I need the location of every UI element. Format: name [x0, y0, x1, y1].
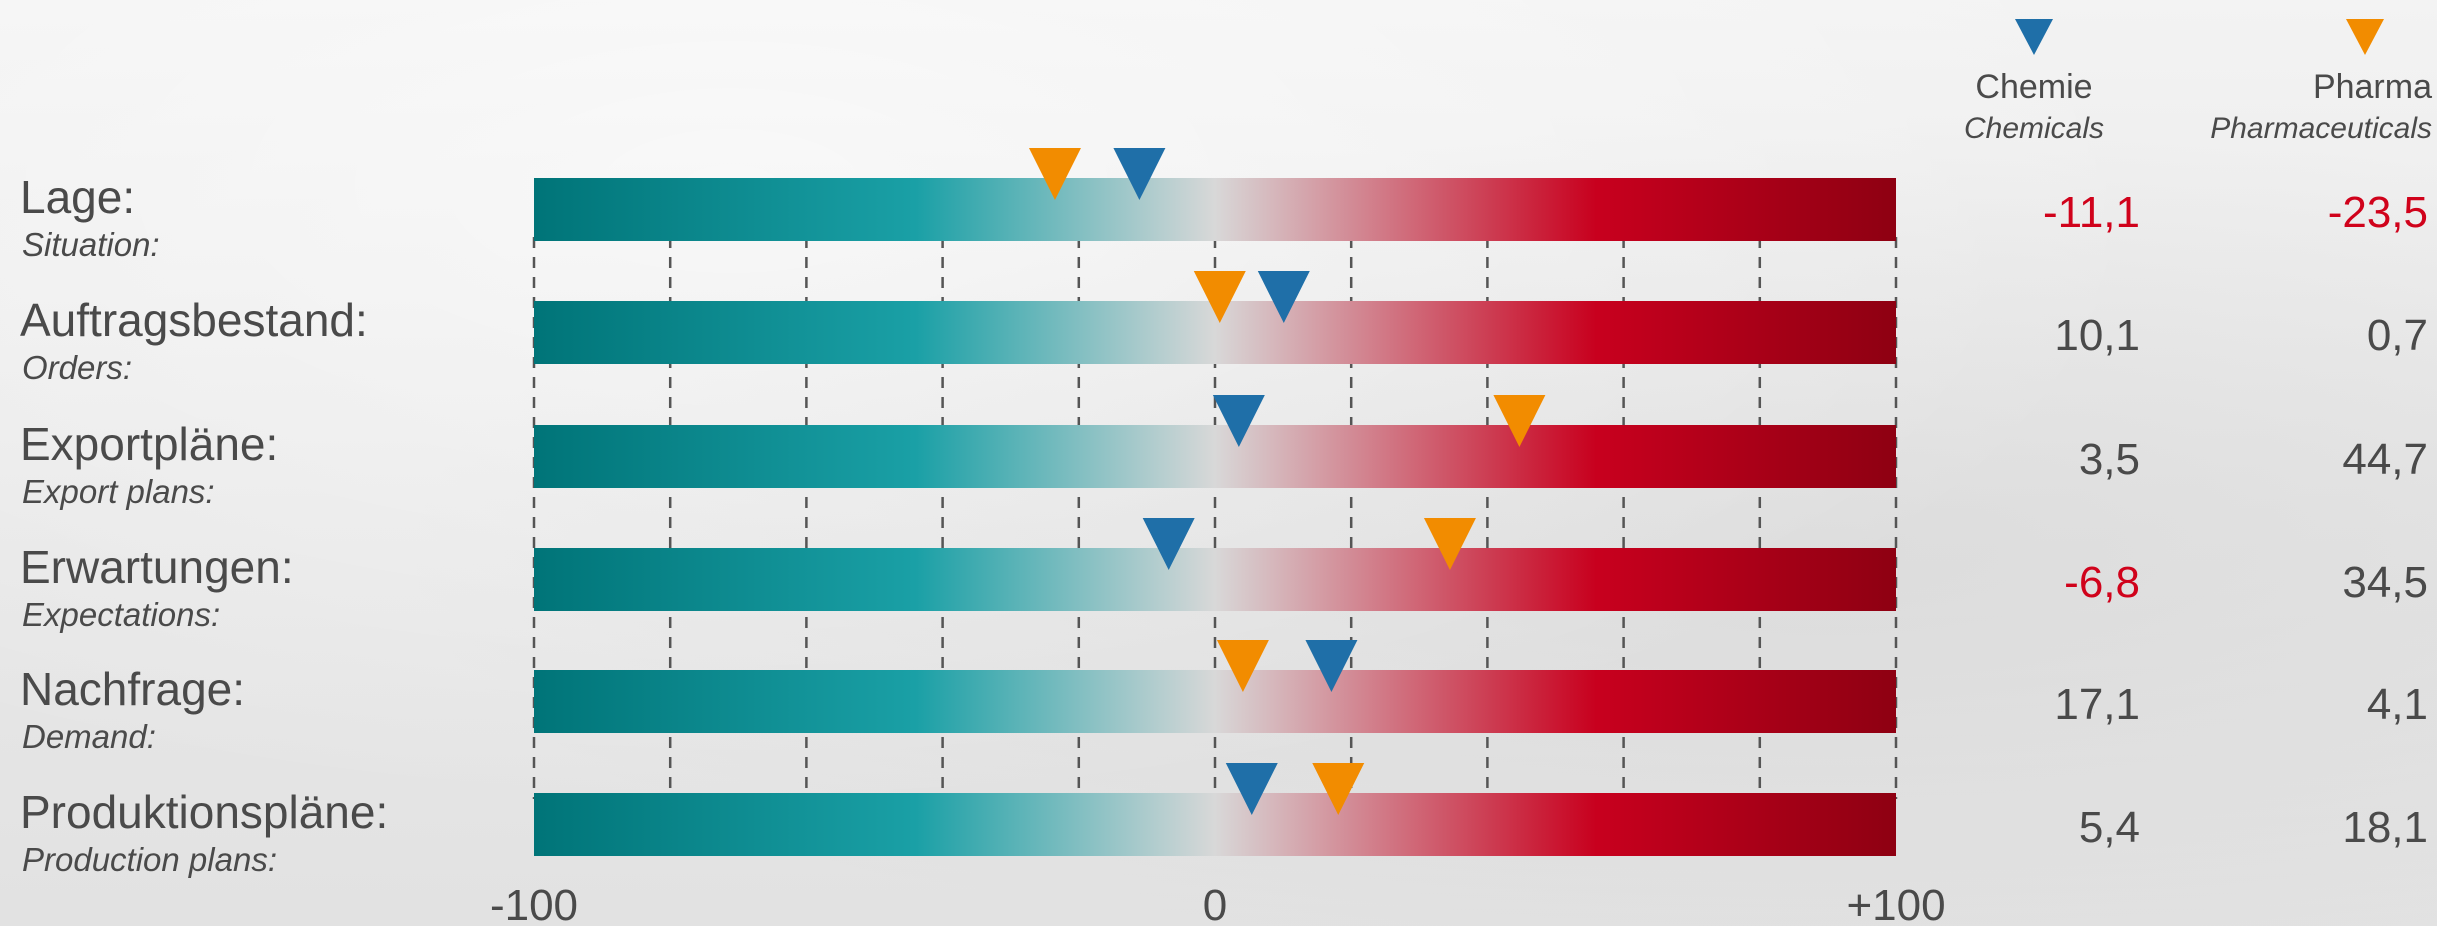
chemie-value: 17,1: [2054, 680, 2140, 729]
pharma-value: -23,5: [2328, 188, 2428, 237]
markers: [1028, 148, 1546, 815]
row-label-en: Situation:: [22, 226, 160, 263]
row-label-en: Production plans:: [22, 841, 277, 878]
chemie-legend-icon: [2015, 19, 2053, 55]
pharma-marker: [1028, 148, 1081, 200]
pharma-legend-label-en: Pharmaceuticals: [2210, 112, 2432, 145]
indicator-bar: [534, 793, 1896, 856]
row-label: Auftragsbestand:: [20, 294, 368, 346]
chemie-marker: [1113, 148, 1166, 200]
chemie-marker: [1142, 518, 1195, 570]
x-tick-label: 0: [1203, 881, 1227, 926]
pharma-legend-icon: [2346, 19, 2384, 55]
indicator-bar: [534, 670, 1896, 733]
pharma-value: 34,5: [2342, 558, 2428, 607]
row-label: Lage:: [20, 171, 135, 223]
chemie-marker: [1257, 271, 1310, 323]
row-label: Nachfrage:: [20, 663, 245, 715]
pharma-legend-label: Pharma: [2313, 68, 2432, 106]
row-label: Produktionspläne:: [20, 786, 388, 838]
chemie-value: -11,1: [2043, 188, 2140, 237]
bars: [534, 178, 1896, 856]
pharma-marker: [1193, 271, 1246, 323]
x-tick-label: +100: [1846, 881, 1945, 926]
row-label-en: Orders:: [22, 349, 132, 386]
row-label-en: Expectations:: [22, 596, 220, 633]
chemie-legend-label-en: Chemicals: [1964, 112, 2104, 145]
pharma-value: 44,7: [2342, 435, 2428, 484]
pharma-value: 18,1: [2342, 803, 2428, 852]
chemie-legend-label: Chemie: [1975, 68, 2092, 106]
pharma-marker: [1312, 763, 1365, 815]
row-label-en: Demand:: [22, 718, 156, 755]
pharma-marker: [1216, 640, 1269, 692]
pharma-value: 4,1: [2367, 680, 2428, 729]
pharma-marker: [1423, 518, 1476, 570]
legend: Chemie Chemicals Pharma Pharmaceuticals: [1964, 19, 2432, 145]
x-axis: -100 0 +100: [490, 881, 1946, 926]
chemie-marker: [1225, 763, 1278, 815]
row-label-en: Export plans:: [22, 473, 215, 510]
chemie-value: -6,8: [2064, 558, 2140, 607]
indicator-bar: [534, 425, 1896, 488]
indicator-bar: [534, 178, 1896, 241]
row-label: Erwartungen:: [20, 541, 294, 593]
pharma-value: 0,7: [2367, 311, 2428, 360]
chemie-marker: [1212, 395, 1265, 447]
pharma-marker: [1493, 395, 1546, 447]
chemie-value: 3,5: [2079, 435, 2140, 484]
row-labels: Lage:Situation: Auftragsbestand:Orders: Ex…: [20, 171, 388, 878]
x-tick-label: -100: [490, 881, 578, 926]
indicator-bar: [534, 548, 1896, 611]
chemie-value: 10,1: [2054, 311, 2140, 360]
value-columns: -11,1 -23,5 10,1 0,7 3,5 44,7 -6,8 34,5 17,1 4,1 5…: [2043, 188, 2428, 852]
chemie-value: 5,4: [2079, 803, 2140, 852]
row-label: Exportpläne:: [20, 418, 278, 470]
chemie-marker: [1305, 640, 1358, 692]
